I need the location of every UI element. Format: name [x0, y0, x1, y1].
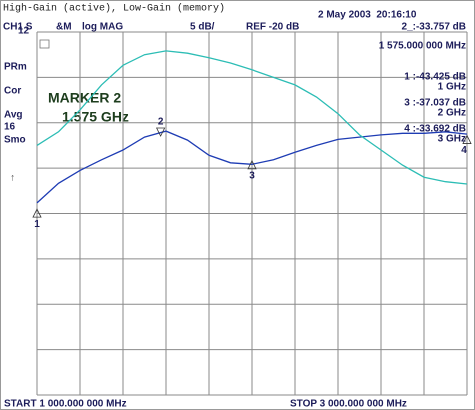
channel: CH1 S [3, 22, 33, 33]
format: log MAG [82, 22, 123, 33]
marker-label: 2 [158, 117, 164, 128]
marker-label: 3 [249, 170, 255, 181]
status-label: Cor [4, 86, 21, 97]
status-label: PRm [4, 62, 27, 73]
marker-frequency: 3 GHz [438, 134, 466, 145]
title: High-Gain (active), Low-Gain (memory) [3, 3, 225, 15]
parameter: 12 [18, 26, 30, 37]
marker [155, 127, 166, 137]
stop-label: STOP 3 000.000 000 MHz [290, 399, 407, 410]
marker-annotation: 1.575 GHz [62, 109, 129, 125]
marker-readout: 4 :-33.692 dB [404, 124, 466, 135]
ref-arrow: ↑ [10, 173, 15, 184]
mode: &M [56, 22, 72, 33]
marker [247, 159, 257, 170]
marker-readout: 3 :-37.037 dB [404, 98, 466, 109]
marker-frequency: 1 575.000 000 MHz [379, 41, 466, 52]
scale: 5 dB/ [190, 22, 215, 33]
marker [32, 208, 42, 218]
start-label: START 1 000.000 000 MHz [4, 399, 127, 410]
marker-readout: 1 :-43.425 dB [404, 72, 466, 83]
marker [462, 134, 472, 144]
marker-frequency: 2 GHz [438, 108, 466, 119]
marker-annotation: MARKER 2 [48, 90, 121, 106]
trace [36, 130, 468, 204]
marker-frequency: 1 GHz [438, 82, 466, 93]
reference: REF -20 dB [246, 22, 299, 33]
status-label: Avg [4, 110, 23, 121]
marker-label: 1 [34, 219, 40, 230]
marker-readout: 2_:-33.757 dB [402, 22, 466, 33]
status-label: Smo [4, 135, 26, 146]
icon [39, 39, 50, 49]
trace [36, 50, 468, 185]
marker-label: 4 [461, 145, 467, 156]
status-label: 16 [4, 122, 16, 133]
datetime: 2 May 2003 20:16:10 [318, 10, 417, 21]
